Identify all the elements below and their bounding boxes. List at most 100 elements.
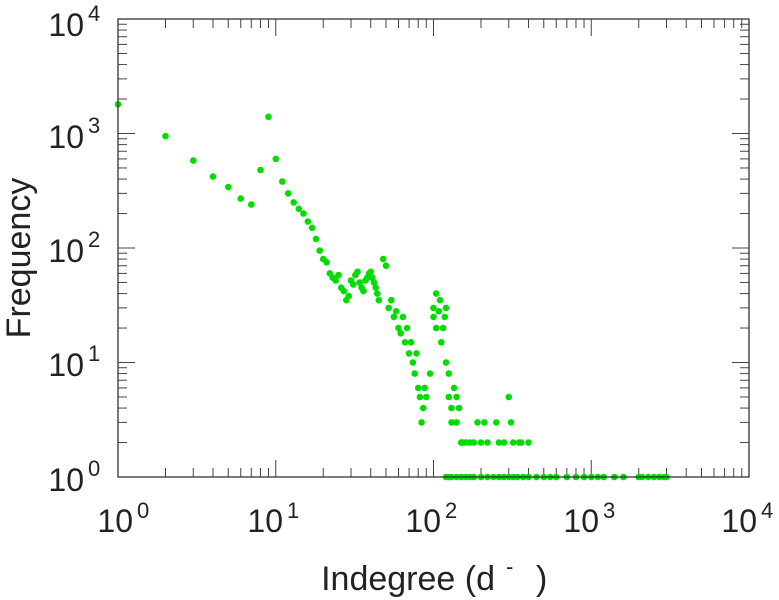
data-point [399, 313, 407, 321]
data-point [397, 330, 405, 337]
data-point [257, 166, 264, 174]
data-point [360, 287, 367, 295]
x-axis-label-superscript: - [506, 554, 513, 579]
data-point [448, 419, 455, 426]
y-tick-label-exp: 4 [88, 1, 100, 26]
data-point [430, 304, 437, 312]
x-tick-label: 10 [247, 503, 283, 539]
data-point [367, 268, 375, 276]
data-point [304, 218, 312, 225]
data-point [505, 393, 513, 401]
data-point [209, 173, 217, 180]
data-point [237, 195, 245, 202]
data-point [392, 308, 400, 315]
data-point [390, 313, 398, 321]
data-point [484, 439, 491, 446]
data-point [453, 419, 460, 426]
data-point [300, 210, 307, 217]
data-point [438, 339, 445, 346]
data-point [356, 279, 363, 286]
data-point [162, 132, 169, 140]
data-point [284, 190, 292, 197]
data-point [525, 439, 532, 446]
data-point [423, 393, 430, 401]
data-point [385, 304, 393, 312]
data-point [225, 183, 232, 191]
data-point [442, 304, 450, 312]
y-tick-label-exp: 0 [88, 456, 100, 481]
y-tick-label: 10 [48, 347, 84, 383]
y-tick-labels: 10 0 10 1 10 2 10 3 10 4 [48, 1, 100, 498]
data-point [374, 290, 381, 297]
data-point [308, 224, 316, 232]
x-tick-label-exp: 1 [287, 498, 299, 523]
data-point [407, 339, 415, 346]
x-axis-label-close-paren: ) [536, 560, 547, 598]
data-point [248, 201, 255, 208]
data-point [442, 359, 450, 366]
y-tick-label-exp: 2 [88, 227, 100, 252]
x-tick-label: 10 [563, 503, 599, 539]
data-point [495, 439, 503, 446]
y-tick-label-exp: 3 [88, 113, 100, 138]
data-point [445, 393, 453, 401]
data-point [421, 384, 429, 392]
data-point [445, 370, 453, 377]
data-point [474, 419, 481, 426]
data-point [405, 350, 413, 357]
data-point [312, 235, 320, 243]
data-point [418, 419, 425, 426]
data-point [411, 370, 419, 377]
minor-ticks [118, 19, 749, 477]
data-point [455, 404, 463, 412]
x-tick-label-exp: 2 [445, 498, 457, 523]
data-point [382, 262, 390, 270]
data-point [190, 157, 197, 164]
data-point [335, 271, 342, 279]
x-tick-label-exp: 0 [137, 498, 149, 523]
data-point [290, 199, 298, 206]
data-point [441, 313, 449, 321]
data-point [450, 384, 458, 392]
data-point [481, 419, 488, 426]
data-point [414, 384, 422, 392]
data-point [265, 113, 272, 121]
y-tick-label: 10 [48, 119, 84, 155]
data-point [375, 296, 383, 304]
x-tick-label: 10 [97, 503, 133, 539]
data-point [432, 324, 440, 332]
data-point [436, 296, 444, 304]
data-point [401, 339, 409, 346]
data-point [272, 155, 280, 163]
major-ticks [117, 18, 750, 478]
data-point [426, 370, 434, 377]
y-tick-label-exp: 1 [88, 341, 100, 366]
data-point [500, 439, 508, 446]
x-axis-label: Indegree (d [321, 560, 495, 598]
data-point [395, 324, 402, 332]
data-point [509, 439, 517, 446]
data-point [295, 205, 303, 213]
data-point [477, 439, 485, 446]
data-point [403, 324, 411, 332]
x-tick-label-exp: 3 [603, 498, 615, 523]
data-point [379, 255, 387, 263]
data-point [470, 439, 478, 446]
y-tick-label: 10 [48, 462, 84, 498]
data-point [279, 178, 286, 185]
x-tick-label: 10 [405, 503, 441, 539]
x-tick-label-exp: 4 [761, 498, 773, 523]
data-point [448, 404, 455, 412]
data-point [332, 277, 340, 284]
data-points [114, 101, 670, 481]
data-point [372, 284, 380, 292]
data-point [507, 419, 515, 426]
data-point [388, 296, 395, 304]
data-point [409, 359, 417, 366]
data-point [435, 308, 443, 315]
data-point [370, 279, 378, 286]
data-point [316, 247, 324, 254]
data-point [439, 324, 447, 332]
data-point [345, 292, 353, 300]
